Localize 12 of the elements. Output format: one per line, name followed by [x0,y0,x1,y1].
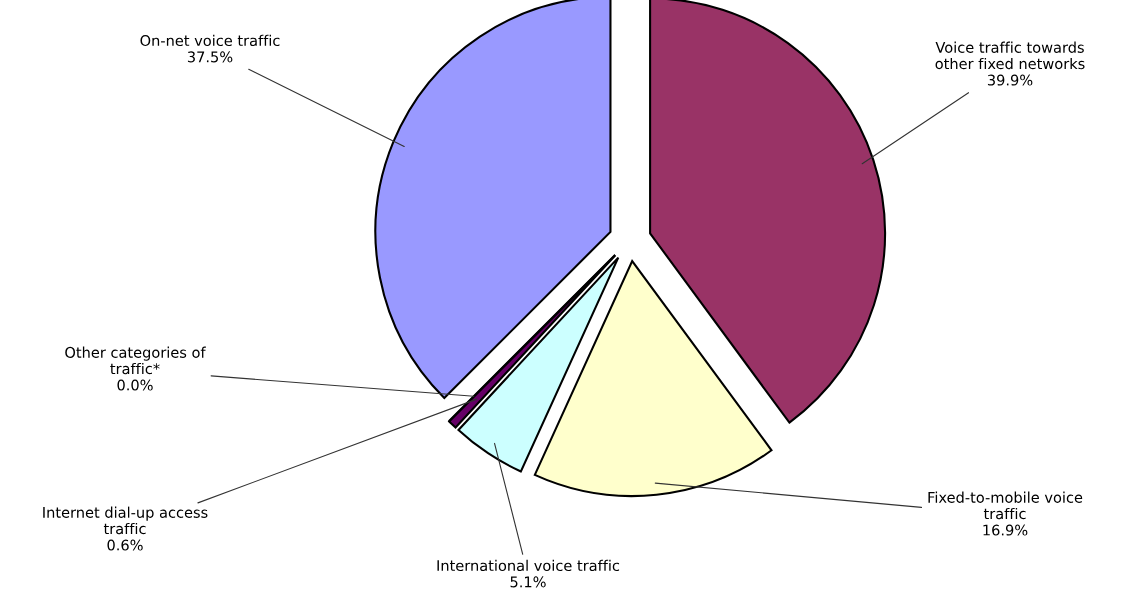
data-label: 0.6% [107,539,143,551]
slice-label: Voice traffic towards other fixed networks [935,41,1085,70]
category-label: Other categories of traffic* [65,346,206,375]
slice-label: Fixed-to-mobile voice traffic [928,491,1083,520]
data-label: 39.9% [987,74,1033,86]
data-label: 16.9% [983,524,1028,536]
text: 0.0% [117,379,153,391]
slice-label: International voice traffic [437,559,620,572]
data-label: 37.5% [187,51,233,63]
data-label: 5.1% [510,576,546,588]
slice-label: Internet dial-up access traffic [43,506,208,535]
slice-label: On-net voice traffic [140,34,280,47]
